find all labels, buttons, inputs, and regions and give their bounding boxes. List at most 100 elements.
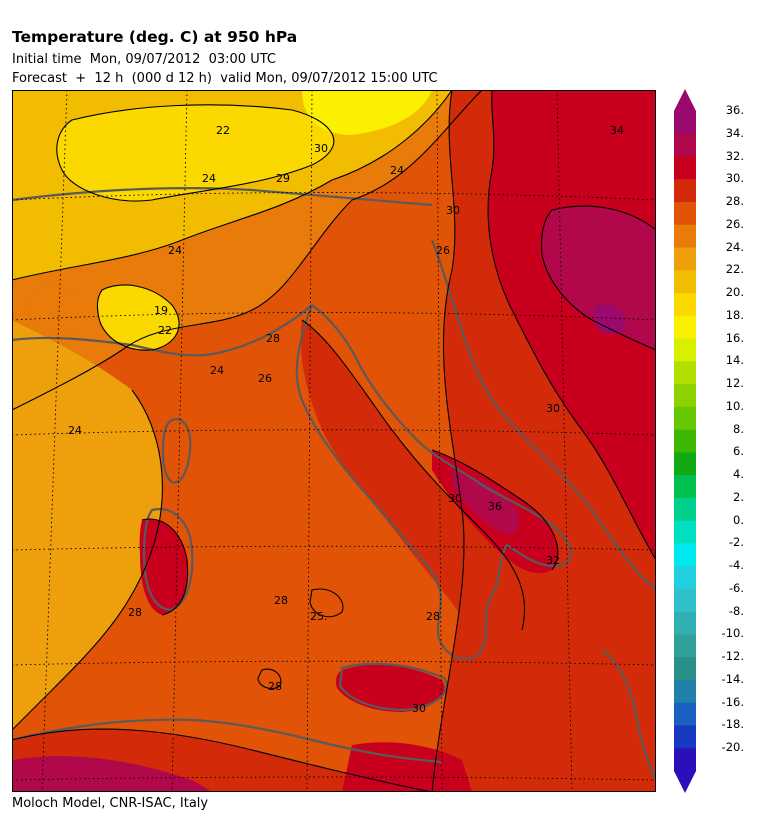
contour-label: 24 xyxy=(68,424,82,437)
contour-label: 22 xyxy=(158,324,172,337)
field-east-hot xyxy=(488,90,656,560)
scale-cell xyxy=(674,657,696,681)
scale-cap-top xyxy=(674,89,696,111)
scale-cap-bottom xyxy=(674,771,696,793)
model-credit: Moloch Model, CNR-ISAC, Italy xyxy=(12,796,209,811)
scale-cell xyxy=(674,338,696,362)
coastline-sicily xyxy=(338,662,448,712)
contour-label: 26 xyxy=(436,244,450,257)
color-scale-labels: 36. 34. 32. 30. 28. 26. 24. 22. 20. 18. 16. 14. 12. 1… xyxy=(700,0,760,828)
contour-label: 34 xyxy=(610,124,624,137)
scale-cell xyxy=(674,520,696,544)
scale-cell xyxy=(674,361,696,385)
field-sicily-hot xyxy=(335,664,445,712)
initial-time: Initial time Mon, 09/07/2012 03:00 UTC xyxy=(12,52,276,67)
contour-label: 29 xyxy=(276,172,290,185)
contour-label: 25. xyxy=(310,610,328,623)
contour-label: 30 xyxy=(314,142,328,155)
coastline-france xyxy=(12,304,313,357)
field-sardinia-hot xyxy=(139,519,188,615)
scale-cell xyxy=(674,293,696,317)
contour-label: 32 xyxy=(546,554,560,567)
scale-cell xyxy=(674,429,696,453)
scale-label: 32. xyxy=(725,148,744,163)
field-south-hot xyxy=(12,756,212,792)
scale-cell xyxy=(674,702,696,726)
scale-cell xyxy=(674,475,696,499)
scale-label: -16. xyxy=(721,694,744,709)
coastline-africa xyxy=(12,718,443,764)
scale-label: -6. xyxy=(728,580,744,595)
scale-label: 28. xyxy=(725,194,744,209)
scale-label: -14. xyxy=(721,671,744,686)
contour-label: 26 xyxy=(258,372,272,385)
scale-cell xyxy=(674,179,696,203)
temperature-map: 22 30 24 24 29 26 30 34 24 19 22 28 26 2… xyxy=(12,90,656,792)
coastline-corsica xyxy=(161,417,192,484)
contour-label: 24 xyxy=(210,364,224,377)
field-west-sea xyxy=(12,320,163,730)
contour-label: 30 xyxy=(412,702,426,715)
map-title: Temperature (deg. C) at 950 hPa xyxy=(12,28,298,46)
scale-label: 10. xyxy=(725,398,744,413)
scale-label: 20. xyxy=(725,285,744,300)
scale-cell xyxy=(674,588,696,613)
scale-label: -20. xyxy=(721,740,744,755)
scale-cell xyxy=(674,133,696,158)
scale-cell xyxy=(674,315,696,340)
contour-label: 24 xyxy=(202,172,216,185)
field-apulia-peak xyxy=(452,470,520,534)
scale-label: 34. xyxy=(725,125,744,140)
scale-cell xyxy=(674,111,696,135)
scale-label: 2. xyxy=(733,489,744,504)
field-alps-west xyxy=(97,285,180,351)
coastline-italy xyxy=(295,303,572,661)
coastline-adriatic-east xyxy=(430,239,656,591)
contour-label: 24 xyxy=(390,164,404,177)
field-balkan-hot xyxy=(541,206,656,350)
scale-label: 0. xyxy=(733,512,744,527)
scale-label: -18. xyxy=(721,717,744,732)
field-alps-cold xyxy=(56,104,334,201)
forecast-valid-time: Forecast + 12 h (000 d 12 h) valid Mon, … xyxy=(12,71,438,86)
scale-cell xyxy=(674,634,696,658)
contour-label: 30 xyxy=(448,492,462,505)
scale-label: 16. xyxy=(725,330,744,345)
contour-label: 30 xyxy=(446,204,460,217)
coastline-alps-north xyxy=(12,186,433,207)
scale-label: 18. xyxy=(725,307,744,322)
scale-cell xyxy=(674,247,696,271)
color-scale-bar xyxy=(674,89,696,793)
scale-cell xyxy=(674,224,696,249)
scale-label: -4. xyxy=(728,558,744,573)
scale-cell xyxy=(674,748,696,772)
scale-cell xyxy=(674,679,696,704)
scale-cell xyxy=(674,497,696,522)
contour-label: 28 xyxy=(268,680,282,693)
scale-label: 6. xyxy=(733,444,744,459)
scale-cell xyxy=(674,725,696,749)
scale-cell xyxy=(674,384,696,408)
scale-cell xyxy=(674,406,696,431)
scale-label: -12. xyxy=(721,649,744,664)
scale-cell xyxy=(674,611,696,635)
field-italy-hot xyxy=(300,320,525,661)
contour-label: 30 xyxy=(546,402,560,415)
scale-label: -10. xyxy=(721,626,744,641)
scale-cell xyxy=(674,156,696,180)
scale-cell xyxy=(674,452,696,476)
scale-label: -8. xyxy=(728,603,744,618)
scale-label: 4. xyxy=(733,467,744,482)
scale-label: 36. xyxy=(725,103,744,117)
scale-cell xyxy=(674,202,696,226)
scale-cell xyxy=(674,270,696,294)
contour-label: 36 xyxy=(488,500,502,513)
field-balkan-peak xyxy=(593,304,626,335)
scale-label: 26. xyxy=(725,216,744,231)
contour-label: 28 xyxy=(426,610,440,623)
contour-label: 28 xyxy=(128,606,142,619)
scale-label: 30. xyxy=(725,171,744,186)
coastline-sardinia xyxy=(142,507,194,612)
scale-label: 22. xyxy=(725,262,744,277)
contour-label: 19 xyxy=(154,304,168,317)
